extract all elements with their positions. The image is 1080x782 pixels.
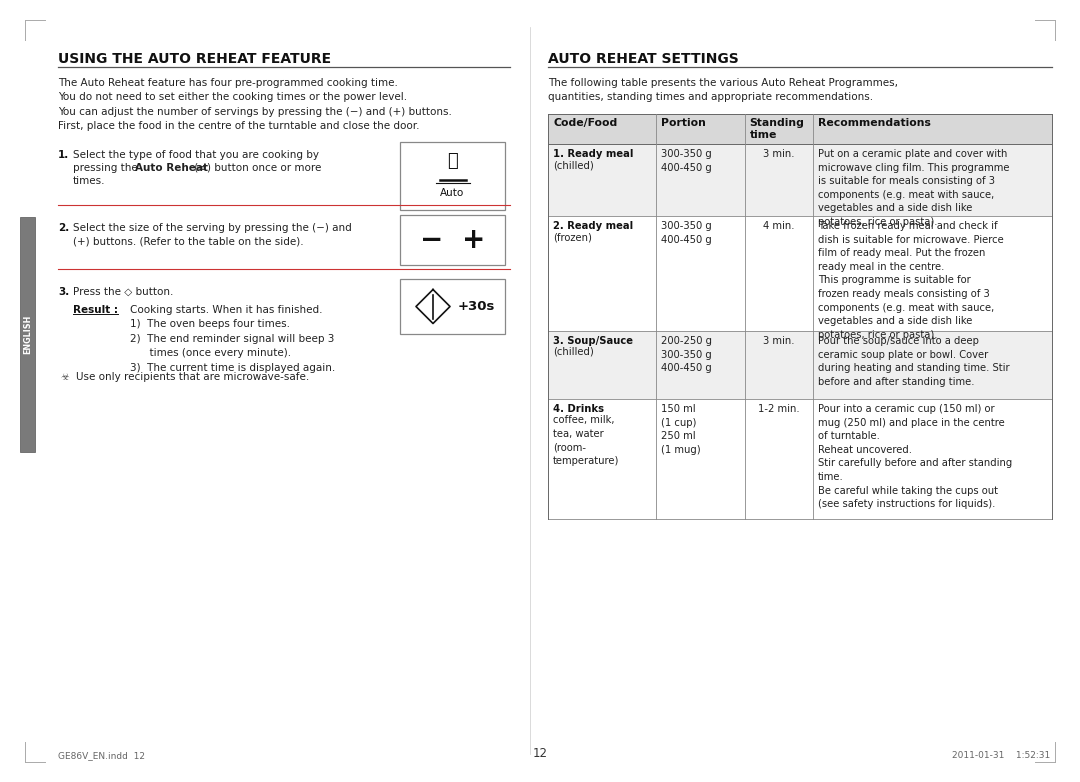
Text: 2.: 2. [58,223,69,233]
Bar [548,399,1052,519]
Text: USING THE AUTO REHEAT FEATURE: USING THE AUTO REHEAT FEATURE [58,52,332,66]
Text: pressing the: pressing the [73,163,141,173]
Bar [400,142,505,210]
Text: Use only recipients that are microwave-safe.: Use only recipients that are microwave-s… [76,372,309,382]
Text: 12: 12 [532,747,548,760]
Text: +: + [462,226,485,254]
Text: Portion: Portion [661,118,706,128]
Text: Result :: Result : [73,305,118,315]
Bar [400,215,505,265]
Text: Select the type of food that you are cooking by: Select the type of food that you are coo… [73,150,319,160]
Text: AUTO REHEAT SETTINGS: AUTO REHEAT SETTINGS [548,52,739,66]
Text: Pour into a ceramic cup (150 ml) or
mug (250 ml) and place in the centre
of turn: Pour into a ceramic cup (150 ml) or mug … [818,404,1012,509]
Text: 3. Soup/Sauce: 3. Soup/Sauce [553,336,633,346]
Text: GE86V_EN.indd  12: GE86V_EN.indd 12 [58,751,145,760]
Text: Cooking starts. When it has finished.
1)  The oven beeps four times.
2)  The end: Cooking starts. When it has finished. 1)… [130,305,335,372]
Text: ⫶: ⫶ [447,152,458,170]
Text: 3.: 3. [58,287,69,297]
Text: ENGLISH: ENGLISH [23,315,32,354]
Text: (+) buttons. (Refer to the table on the side).: (+) buttons. (Refer to the table on the … [73,236,303,246]
Text: 1-2 min.: 1-2 min. [758,404,799,414]
Text: Code/Food: Code/Food [553,118,618,128]
Text: The Auto Reheat feature has four pre-programmed cooking time.
You do not need to: The Auto Reheat feature has four pre-pro… [58,78,451,131]
Text: +30s: +30s [458,300,496,313]
Bar [548,114,1052,144]
Text: 1.: 1. [58,150,69,160]
Text: Standing
time: Standing time [750,118,805,141]
Text: Auto Reheat: Auto Reheat [135,163,208,173]
Text: Pour the soup/sauce into a deep
ceramic soup plate or bowl. Cover
during heating: Pour the soup/sauce into a deep ceramic … [818,336,1009,387]
Text: Press the ◇ button.: Press the ◇ button. [73,287,174,297]
Text: coffee, milk,
tea, water
(room-
temperature): coffee, milk, tea, water (room- temperat… [553,415,619,466]
Text: 2011-01-31    1:52:31: 2011-01-31 1:52:31 [951,751,1050,760]
Text: The following table presents the various Auto Reheat Programmes,
quantities, sta: The following table presents the various… [548,78,897,102]
Text: 300-350 g
400-450 g: 300-350 g 400-450 g [661,221,712,245]
Text: 4 min.: 4 min. [762,221,794,231]
Text: (≡) button once or more: (≡) button once or more [191,163,322,173]
Text: Recommendations: Recommendations [818,118,931,128]
Bar [548,216,1052,331]
Text: Put on a ceramic plate and cover with
microwave cling film. This programme
is su: Put on a ceramic plate and cover with mi… [818,149,1009,227]
Text: ☣: ☣ [60,372,70,382]
Text: 300-350 g
400-450 g: 300-350 g 400-450 g [661,149,712,173]
Text: 4. Drinks: 4. Drinks [553,404,604,414]
Bar [548,331,1052,399]
Text: 1. Ready meal: 1. Ready meal [553,149,633,159]
Text: 3 min.: 3 min. [762,149,794,159]
Text: 200-250 g
300-350 g
400-450 g: 200-250 g 300-350 g 400-450 g [661,336,713,373]
Text: Take frozen ready meal and check if
dish is suitable for microwave. Pierce
film : Take frozen ready meal and check if dish… [818,221,1003,340]
Text: (frozen): (frozen) [553,232,592,242]
Text: (chilled): (chilled) [553,347,594,357]
Text: 3 min.: 3 min. [762,336,794,346]
Bar [400,279,505,334]
Text: times.: times. [73,176,106,186]
Text: Select the size of the serving by pressing the (−) and: Select the size of the serving by pressi… [73,223,352,233]
Bar [21,217,35,452]
Bar [548,144,1052,216]
Text: Auto: Auto [441,188,464,198]
Text: 150 ml
(1 cup)
250 ml
(1 mug): 150 ml (1 cup) 250 ml (1 mug) [661,404,701,455]
Text: (chilled): (chilled) [553,160,594,170]
Text: −: − [420,226,443,254]
Text: 2. Ready meal: 2. Ready meal [553,221,633,231]
